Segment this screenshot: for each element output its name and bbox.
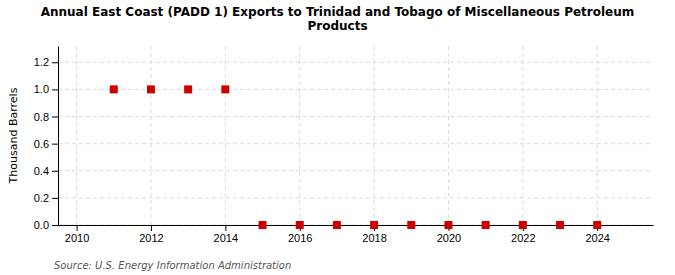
tick: 0.4 [34,165,58,177]
tick-label: 1.0 [34,83,49,95]
tick-mark [77,225,78,231]
y-axis: 0.0 0.2 0.4 0.6 0.8 1.0 1.2 [34,47,59,232]
point [407,221,415,229]
point [482,221,490,229]
tick-label: 2020 [437,232,461,244]
tick-label: 0.6 [34,138,49,150]
point [110,85,118,93]
grid-line [448,46,449,225]
point [184,85,192,93]
tick-label: 2022 [511,232,535,244]
grid-line [58,143,653,144]
tick-mark [52,225,58,226]
annotation: Source: U.S. Energy Information Administ… [54,260,291,271]
point [593,221,601,229]
tick-label: 0.2 [34,192,49,204]
axis-line [58,47,59,226]
tick: 0.2 [34,192,58,204]
tick-mark [52,89,58,90]
tick: 1.2 [34,56,58,68]
point [259,221,267,229]
tick-mark [52,62,58,63]
point [296,221,304,229]
grid [58,46,653,225]
grid-line [374,46,375,225]
grid-line [76,46,77,225]
grid-line [58,170,653,171]
tick-label: 2018 [362,232,386,244]
point [444,221,452,229]
tick: 2010 [65,225,89,244]
tick-label: 0.8 [34,111,49,123]
tick-label: 0.4 [34,165,49,177]
point [147,85,155,93]
tick: 0.6 [34,138,58,150]
title: Annual East Coast (PADD 1) Exports to Tr… [41,5,635,33]
grid-line [597,46,598,225]
y-axis-title: Thousand Barrels [7,87,20,184]
point [519,221,527,229]
tick-mark [52,171,58,172]
tick: 0.0 [34,219,58,231]
plot: 201020122014201620182020202220240.00.20.… [34,46,654,244]
tick-mark [52,144,58,145]
tick-mark [52,198,58,199]
tick: 2012 [139,225,163,244]
grid-line [58,62,653,63]
grid-line [58,197,653,198]
marks [110,85,601,229]
point [370,221,378,229]
tick-mark [52,117,58,118]
tick-mark [225,225,226,231]
point [556,221,564,229]
grid-line [150,46,151,225]
axis-line [59,225,654,226]
tick: 1.0 [34,83,58,95]
tick-label: 2010 [65,232,89,244]
tick-mark [151,225,152,231]
chart: 201020122014201620182020202220240.00.20.… [0,0,675,275]
tick-label: 2014 [214,232,238,244]
tick-label: 2024 [585,232,609,244]
grid-line [522,46,523,225]
title-line: Products [307,19,367,33]
tick: 2014 [214,225,238,244]
grid-line [225,46,226,225]
tick: 0.8 [34,111,58,123]
point [333,221,341,229]
tick-label: 2012 [139,232,163,244]
x-axis: 2010 2012 2014 2016 2018 2020 2022 2024 [59,225,654,244]
tick-label: 1.2 [34,56,49,68]
title-line: Annual East Coast (PADD 1) Exports to Tr… [41,5,635,19]
point [221,85,229,93]
grid-line [299,46,300,225]
tick-label: 0.0 [34,219,49,231]
grid-line [58,116,653,117]
tick-label: 2016 [288,232,312,244]
